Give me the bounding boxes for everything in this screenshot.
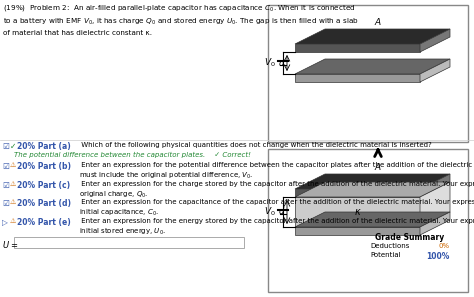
Text: 20% Part (e): 20% Part (e) <box>17 218 71 227</box>
Text: Enter an expression for the energy stored by the capacitor after the addition of: Enter an expression for the energy store… <box>79 218 474 237</box>
Text: $V_0$: $V_0$ <box>264 57 276 69</box>
Text: Enter an expression for the potential difference between the capacitor plates af: Enter an expression for the potential di… <box>79 162 474 181</box>
Text: $V_0$: $V_0$ <box>264 206 276 218</box>
Text: ✓: ✓ <box>10 142 17 151</box>
Text: Enter an expression for the capacitance of the capacitor after the addition of t: Enter an expression for the capacitance … <box>79 199 474 218</box>
Polygon shape <box>420 59 450 82</box>
Polygon shape <box>420 174 450 197</box>
Text: $U$ =: $U$ = <box>2 239 19 250</box>
Text: 20% Part (a): 20% Part (a) <box>17 142 71 151</box>
Text: 0%: 0% <box>439 243 450 249</box>
Text: d: d <box>279 59 284 67</box>
Polygon shape <box>295 174 450 189</box>
Polygon shape <box>295 29 450 44</box>
Polygon shape <box>295 44 420 52</box>
Text: (19%)  Problem 2:  An air-filled parallel-plate capacitor has capacitance $C_0$.: (19%) Problem 2: An air-filled parallel-… <box>3 3 359 36</box>
Text: d: d <box>279 208 284 217</box>
Text: ☑: ☑ <box>2 162 9 171</box>
Polygon shape <box>295 197 420 227</box>
Text: 20% Part (d): 20% Part (d) <box>17 199 71 208</box>
Text: ▷: ▷ <box>2 218 8 227</box>
Polygon shape <box>295 227 420 235</box>
Text: 20% Part (b): 20% Part (b) <box>17 162 71 171</box>
Text: A: A <box>374 18 381 27</box>
Text: 20% Part (c): 20% Part (c) <box>17 181 70 190</box>
Bar <box>268 5 468 142</box>
Text: ⚠: ⚠ <box>10 218 16 224</box>
Polygon shape <box>420 212 450 235</box>
Text: Which of the following physical quantities does not change when the dielectric m: Which of the following physical quantiti… <box>79 142 432 148</box>
Polygon shape <box>295 59 450 74</box>
Polygon shape <box>295 189 420 197</box>
Polygon shape <box>295 182 450 197</box>
Text: Deductions: Deductions <box>370 243 410 249</box>
Text: ⚠: ⚠ <box>10 199 16 205</box>
Polygon shape <box>295 74 420 82</box>
Text: Potential: Potential <box>370 252 401 258</box>
Polygon shape <box>420 29 450 52</box>
Bar <box>268 149 468 292</box>
Polygon shape <box>295 212 450 227</box>
Text: ☑: ☑ <box>2 142 9 151</box>
Polygon shape <box>420 182 450 227</box>
Bar <box>14 237 244 248</box>
Text: Grade Summary: Grade Summary <box>375 233 445 242</box>
Text: Enter an expression for the charge stored by the capacitor after the addition of: Enter an expression for the charge store… <box>79 181 474 200</box>
Text: A: A <box>374 163 381 172</box>
Text: ⚠: ⚠ <box>10 181 16 187</box>
Text: ☑: ☑ <box>2 199 9 208</box>
Text: κ: κ <box>355 207 360 217</box>
Text: 100%: 100% <box>427 252 450 261</box>
Text: ⚠: ⚠ <box>10 162 16 168</box>
Text: ☑: ☑ <box>2 181 9 190</box>
Text: The potential difference between the capacitor plates.    ✓ Correct!: The potential difference between the cap… <box>14 152 251 158</box>
